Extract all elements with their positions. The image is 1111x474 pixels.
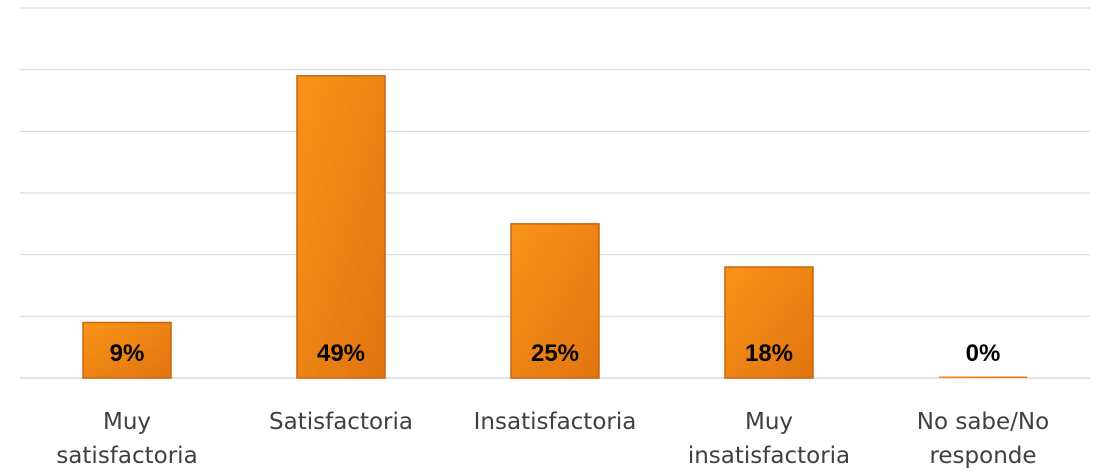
data-label-2: 49% [317, 340, 365, 367]
category-label-line: Satisfactoria [269, 409, 413, 435]
category-label-2: Satisfactoria [269, 409, 413, 435]
data-label-1: 9% [110, 340, 145, 367]
bar-3 [510, 223, 600, 379]
category-label-line: responde [929, 443, 1036, 469]
category-label-3: Insatisfactoria [474, 409, 637, 435]
data-label-4: 18% [745, 340, 793, 367]
bar-1 [82, 321, 172, 379]
category-label-line: Muy [745, 409, 793, 435]
category-label-line: Muy [103, 409, 151, 435]
category-label-line: satisfactoria [56, 443, 197, 469]
category-label-4: Muy insatisfactoria [688, 409, 850, 469]
data-labels: 9% 49% 25% 18% 0% [110, 340, 1001, 367]
category-label-line: insatisfactoria [688, 443, 850, 469]
bar-4 [724, 266, 814, 379]
category-label-1: Muy satisfactoria [56, 409, 197, 469]
category-labels: Muy satisfactoria Satisfactoria Insatisfact… [56, 409, 1049, 469]
data-label-3: 25% [531, 340, 579, 367]
category-label-line: No sabe/No [917, 409, 1049, 435]
data-label-5: 0% [966, 340, 1001, 367]
bars [82, 75, 1027, 379]
category-label-line: Insatisfactoria [474, 409, 637, 435]
bar-2 [296, 75, 386, 379]
category-label-5: No sabe/No responde [917, 409, 1049, 469]
gridlines [20, 7, 1090, 379]
bar-5 [939, 376, 1027, 378]
